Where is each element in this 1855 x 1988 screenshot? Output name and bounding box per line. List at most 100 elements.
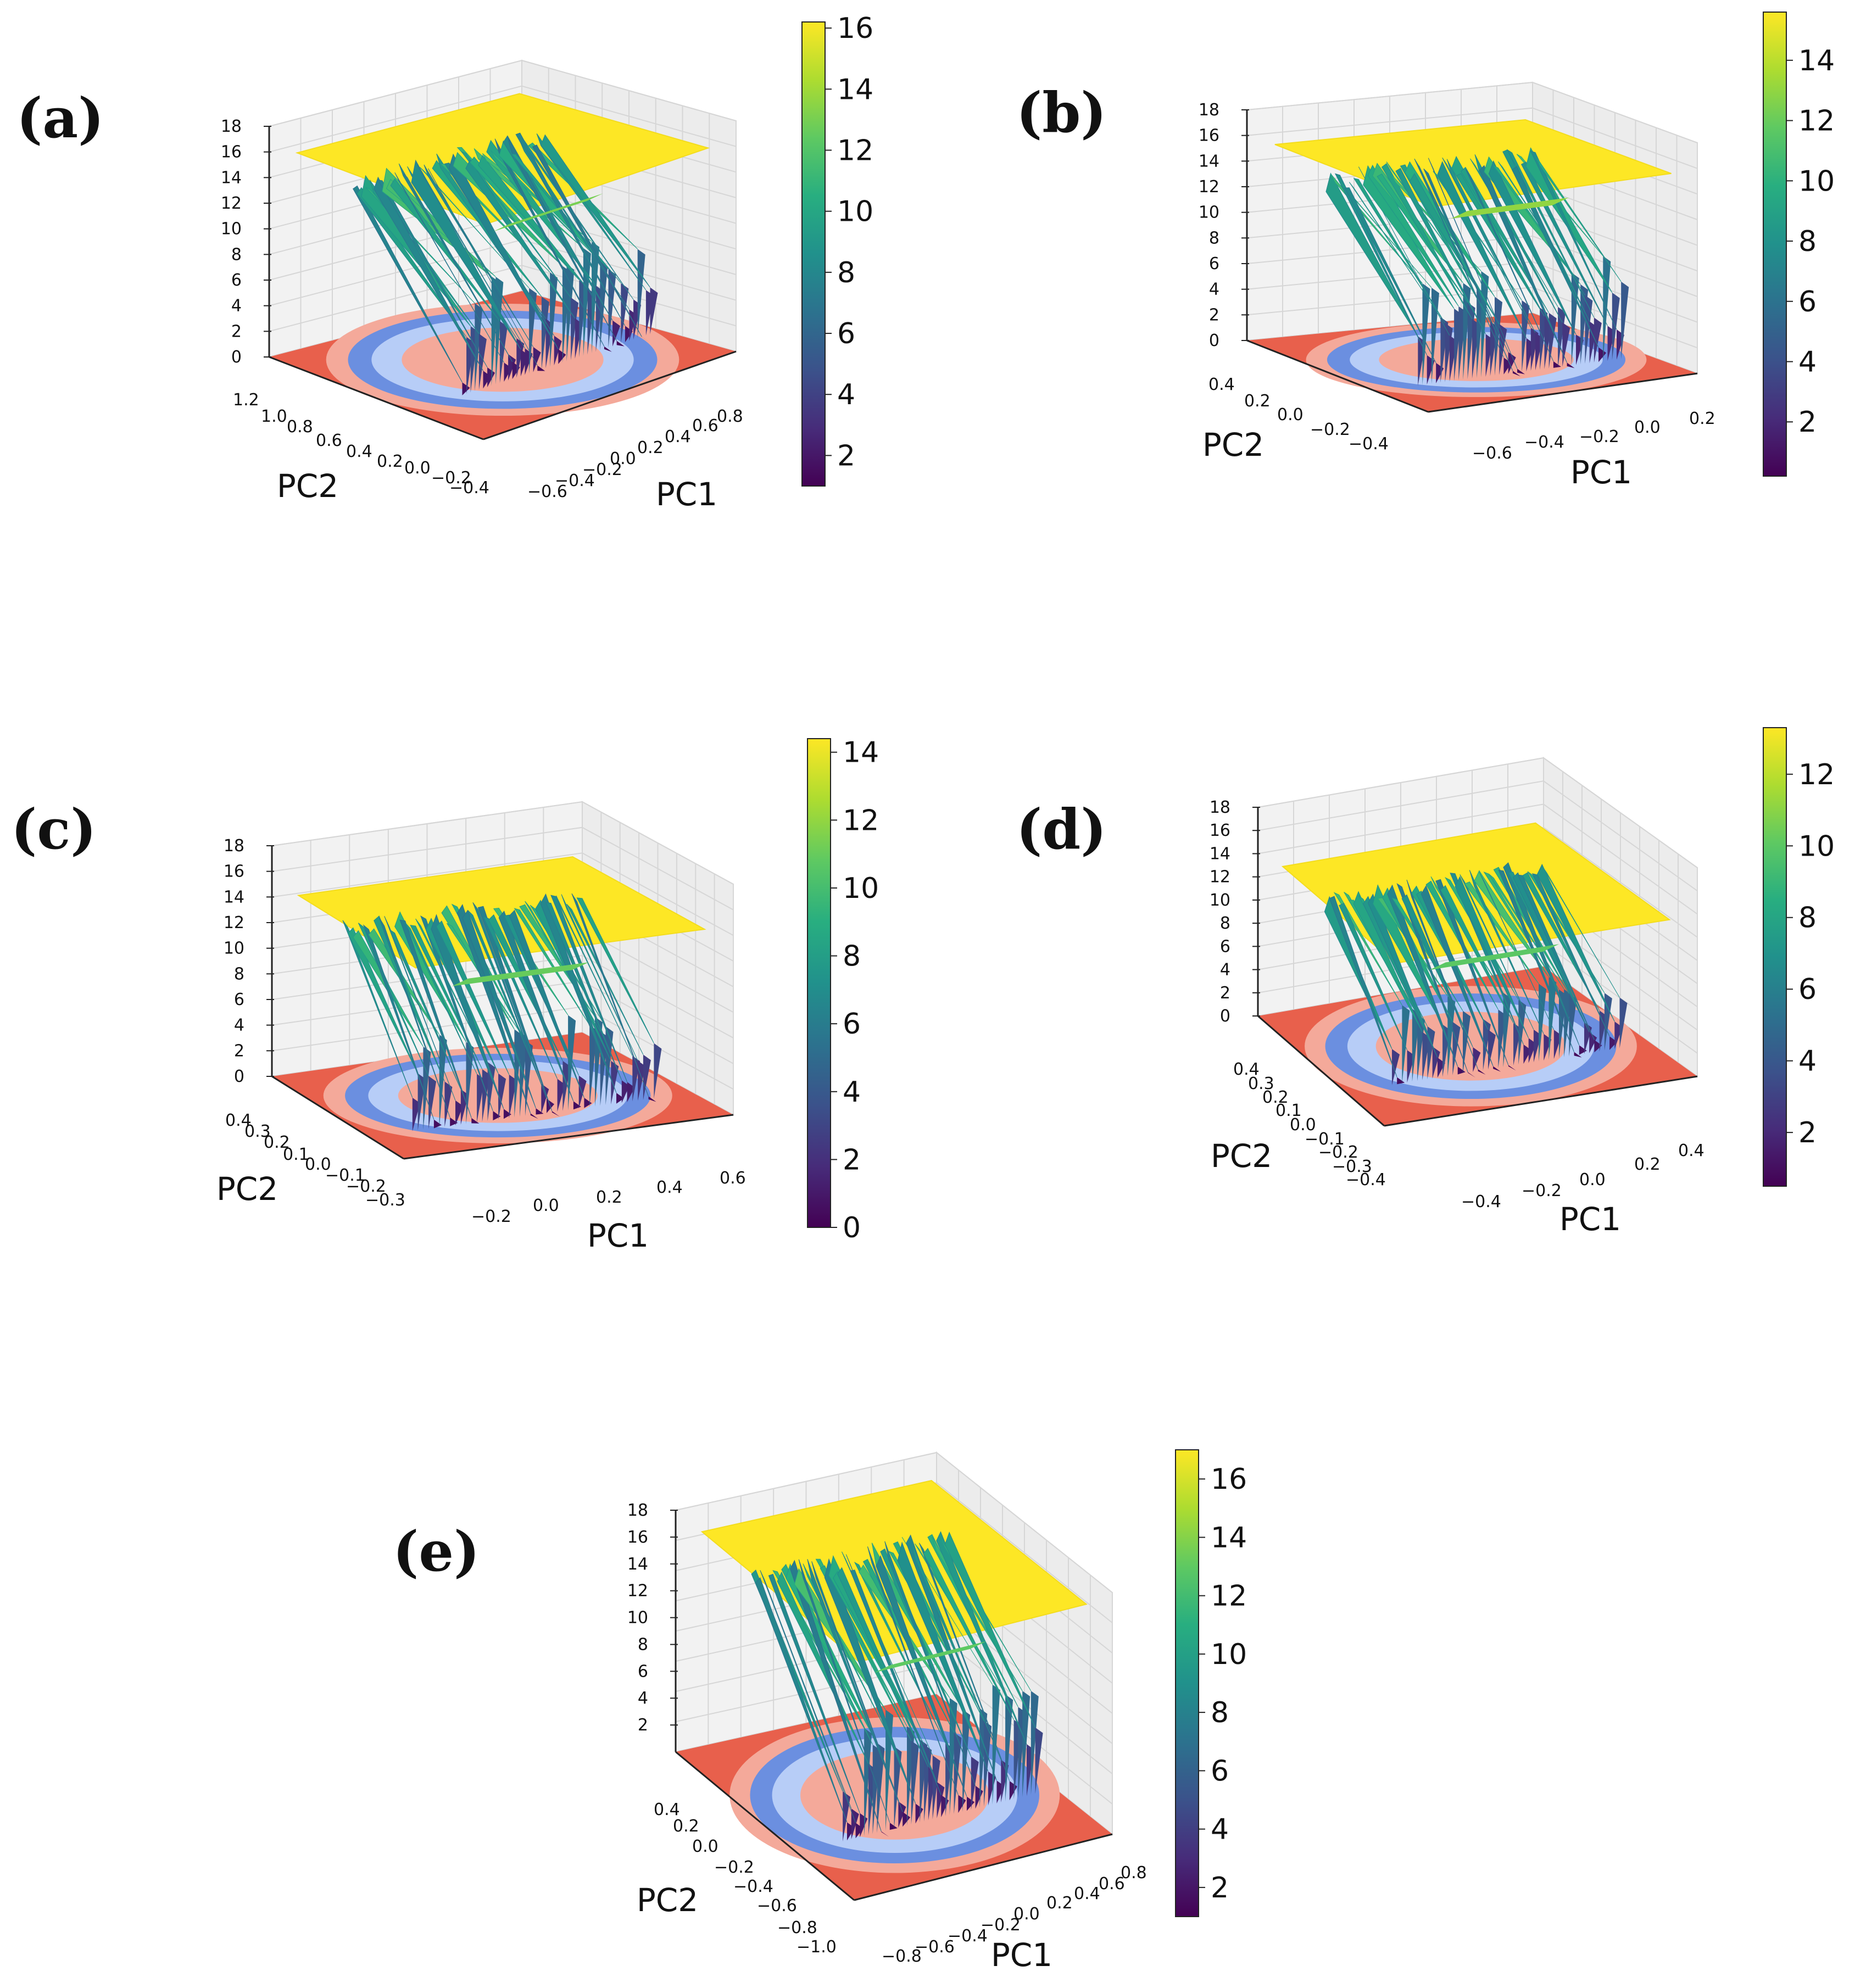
colorbar — [1763, 727, 1787, 1187]
panel-d: (d) 1816141210864200.40.30.20.10.0−0.1−0.… — [1016, 727, 1835, 1238]
z-tick-label: 12 — [224, 913, 244, 932]
surface-facet — [1395, 167, 1486, 334]
surface-facet — [1488, 1029, 1496, 1070]
axis-label-pc2: PC2 — [1211, 1137, 1272, 1175]
surface-facet — [944, 1531, 1036, 1728]
pc2-tick-label: 0.0 — [305, 1155, 331, 1174]
surface-facet — [876, 1555, 967, 1797]
surface-facet — [1594, 1040, 1602, 1053]
pc2-tick-label: 0.4 — [1208, 375, 1235, 394]
z-tick-label: 4 — [1209, 280, 1219, 299]
z-tick-label: 18 — [1199, 100, 1219, 120]
pc2-tick-label: −0.2 — [714, 1858, 754, 1877]
pc2-tick-label: 0.4 — [1233, 1060, 1260, 1079]
surface-facet — [472, 902, 547, 1099]
z-tick-label: 14 — [1210, 844, 1230, 863]
z-tick-label: 10 — [221, 220, 242, 239]
surface-facet — [541, 1084, 549, 1114]
surface-facet — [958, 1795, 966, 1813]
surface-ledge — [493, 193, 603, 232]
z-tick-label: 8 — [234, 964, 244, 984]
colorbar — [1175, 1449, 1199, 1917]
surface-facet — [1463, 1010, 1470, 1074]
z-tick-label: 14 — [1199, 152, 1219, 171]
pc1-tick-label: 0.2 — [1689, 409, 1715, 428]
surface-facet — [1619, 997, 1628, 1048]
surface-facet — [1498, 869, 1575, 1052]
colorbar-tick-label: 14 — [837, 73, 873, 106]
colorbar-tick-label: 6 — [1798, 286, 1817, 319]
z-tick-label: 8 — [1220, 914, 1230, 933]
surface-facet — [571, 297, 579, 360]
surface-facet — [1589, 1032, 1597, 1053]
axis-label-pc1: PC1 — [587, 1217, 649, 1254]
colorbar-tick-label: 10 — [1798, 165, 1835, 198]
pc2-tick-label: 0.8 — [287, 417, 313, 437]
surface-facet — [1508, 1065, 1516, 1071]
z-tick-label: 16 — [224, 862, 244, 881]
colorbar-tick-label: 16 — [1211, 1463, 1247, 1496]
z-tick-label: 12 — [1210, 868, 1230, 887]
surface-facet — [1567, 362, 1575, 368]
surface-facet — [1585, 295, 1593, 364]
surface-facet — [1400, 164, 1491, 322]
pc1-tick-label: 0.2 — [637, 438, 664, 457]
surface-facet — [1435, 879, 1509, 1065]
surface-facet — [850, 1570, 942, 1795]
pc1-tick-label: −0.4 — [948, 1926, 988, 1946]
surface-facet — [1381, 163, 1473, 320]
surface-facet — [545, 902, 622, 1081]
colorbar-tick-label: 6 — [1798, 973, 1817, 1006]
surface-facet — [1392, 1049, 1400, 1085]
colorbar-tick-label: 12 — [1211, 1580, 1247, 1613]
surface-facet — [456, 904, 531, 1114]
pc2-tick-label: −0.2 — [1310, 420, 1350, 439]
surface-facet — [1372, 884, 1443, 1025]
surface-facet — [803, 1563, 895, 1747]
grid-line — [269, 85, 737, 153]
pc2-tick-label: −0.4 — [1349, 434, 1389, 454]
surface-facet — [1598, 347, 1607, 362]
axis-label-pc1: PC1 — [991, 1936, 1052, 1974]
surface-facet — [467, 909, 542, 1084]
surface-facet — [604, 346, 612, 352]
z-tick-label: 14 — [221, 168, 242, 187]
pc2-tick-label: −1.0 — [796, 1937, 837, 1957]
pc2-tick-label: 0.4 — [225, 1111, 252, 1130]
surface-ledge — [452, 962, 589, 986]
surface-facet — [789, 1560, 882, 1831]
surface-facet — [918, 1543, 1010, 1782]
surface-facet — [971, 1756, 979, 1810]
surface-facet — [654, 1043, 662, 1099]
surface-facet — [1397, 1077, 1405, 1085]
surface-facet — [475, 303, 483, 392]
surface-facet — [516, 338, 525, 378]
pc2-tick-label: 0.2 — [264, 1133, 290, 1152]
surface-facet — [436, 920, 510, 1075]
colorbar-tick-label: 8 — [837, 256, 855, 289]
surface-facet — [903, 1812, 911, 1827]
surface-facet — [499, 321, 508, 383]
grid-line — [1257, 803, 1698, 915]
surface-facet — [530, 1113, 538, 1119]
surface-facet — [1009, 1781, 1017, 1801]
y-axis-line — [269, 356, 484, 440]
colorbar-tick-label: 10 — [837, 196, 873, 228]
panel-label: (d) — [1016, 797, 1107, 862]
surface-facet — [1517, 368, 1525, 375]
surface-facet — [1402, 1005, 1410, 1084]
pc1-tick-label: −0.2 — [471, 1207, 511, 1226]
x-axis-line — [1428, 372, 1698, 413]
surface-facet — [824, 1558, 916, 1804]
surface-facet — [1517, 874, 1595, 1040]
colorbar-tick-label: 14 — [1211, 1521, 1247, 1554]
colorbar-tick-label: 12 — [1798, 758, 1835, 791]
pc1-tick-label: −0.4 — [1524, 433, 1564, 452]
colorbar-tick-label: 2 — [837, 439, 855, 472]
z-tick-label: 18 — [627, 1501, 648, 1520]
surface-facet — [1339, 903, 1408, 1051]
surface-facet — [462, 909, 536, 1109]
surface-facet — [1422, 283, 1430, 386]
surface-facet — [1035, 1727, 1043, 1794]
